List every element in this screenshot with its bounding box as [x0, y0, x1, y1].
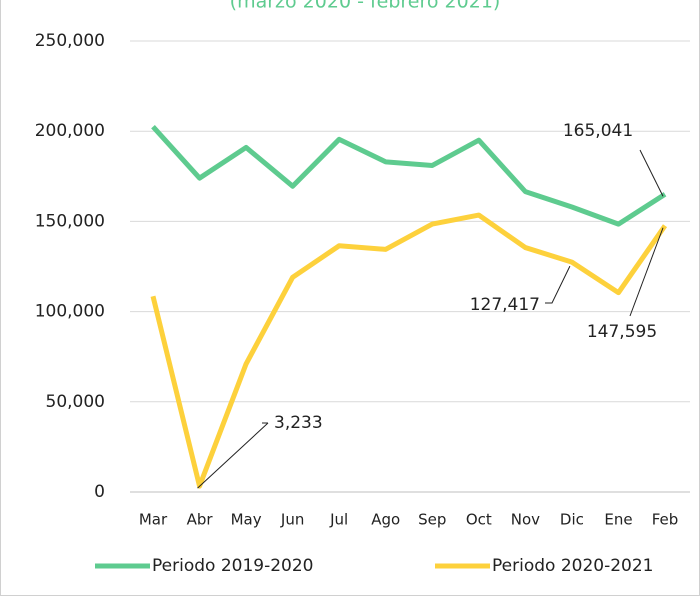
- y-tick-label: 200,000: [35, 121, 105, 141]
- x-tick-label: Feb: [652, 511, 679, 529]
- legend-label: Periodo 2020-2021: [492, 556, 653, 576]
- series-line: [150, 212, 668, 489]
- x-tick-label: Abr: [187, 511, 214, 529]
- leader-line: [197, 422, 269, 489]
- x-tick-label: Nov: [511, 511, 540, 529]
- y-tick-label: 0: [94, 482, 105, 502]
- x-tick-label: Jun: [280, 511, 304, 529]
- legend-label: Periodo 2019-2020: [152, 556, 313, 576]
- data-label: 165,041: [563, 121, 633, 141]
- x-tick-label: Mar: [139, 511, 168, 529]
- x-tick-label: Sep: [418, 511, 446, 529]
- leader-line: [545, 265, 571, 304]
- chart-subtitle: (marzo 2020 - febrero 2021): [230, 0, 501, 13]
- series-line: [151, 125, 667, 227]
- x-tick-label: May: [231, 511, 262, 529]
- y-tick-label: 150,000: [35, 211, 105, 231]
- x-tick-label: Ago: [371, 511, 400, 529]
- leader-line: [639, 149, 664, 197]
- x-tick-label: Dic: [560, 511, 584, 529]
- data-label: 3,233: [274, 413, 323, 433]
- x-tick-label: Ene: [604, 511, 632, 529]
- y-tick-label: 250,000: [35, 31, 105, 51]
- x-tick-label: Jul: [329, 511, 348, 529]
- leader-line: [629, 227, 664, 317]
- y-tick-label: 50,000: [46, 392, 105, 412]
- y-tick-label: 100,000: [35, 302, 105, 322]
- data-label: 147,595: [587, 322, 657, 342]
- x-tick-label: Oct: [466, 511, 492, 529]
- data-label: 127,417: [470, 295, 540, 315]
